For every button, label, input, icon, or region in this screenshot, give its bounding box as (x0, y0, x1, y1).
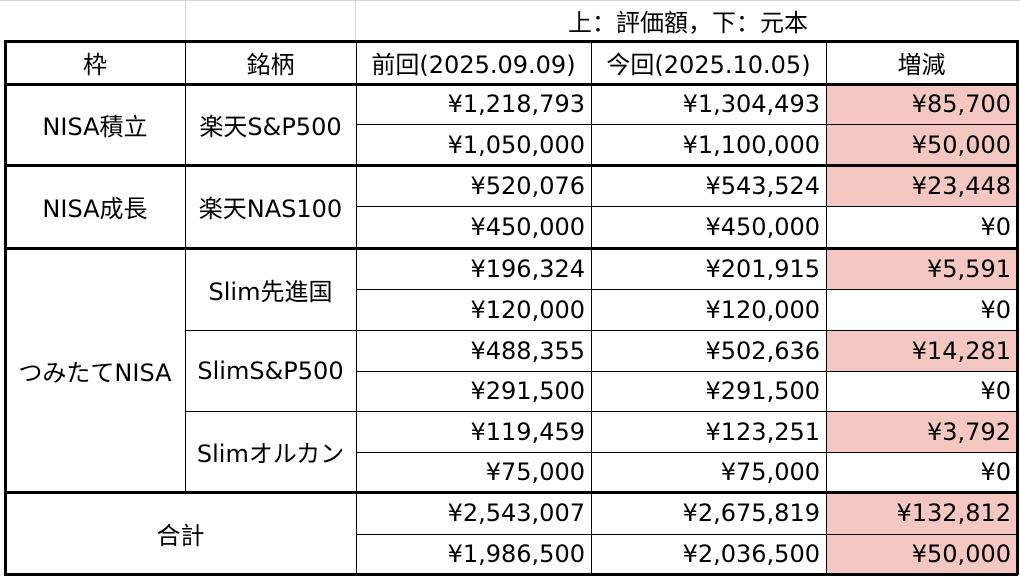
table-border (356, 289, 1017, 290)
value-prev-cell: ¥119,459 (470, 417, 585, 446)
table-border (826, 41, 827, 574)
fund-name: SlimS&P500 (197, 356, 344, 385)
principal-diff-cell: ¥0 (980, 213, 1011, 241)
table-border (185, 41, 186, 492)
value-curr-cell: ¥1,304,493 (682, 90, 820, 118)
total-principal-diff-cell: ¥50,000 (826, 534, 1017, 574)
principal-diff-cell: ¥50,000 (826, 124, 1017, 165)
principal-curr-cell: ¥75,000 (720, 458, 820, 486)
total-value-diff-cell: ¥132,812 (826, 492, 1017, 534)
top-gridline (185, 0, 186, 40)
fund-name: 楽天S&P500 (199, 113, 342, 141)
table-border (4, 40, 1018, 43)
principal-curr-cell: ¥450,000 (705, 213, 820, 241)
fund-name: 楽天NAS100 (198, 195, 343, 223)
table-border (356, 534, 1017, 535)
frame-name: NISA成長 (42, 195, 148, 223)
principal-diff-cell: ¥0 (980, 458, 1011, 486)
principal-curr-cell: ¥291,500 (705, 377, 820, 405)
table-border (356, 41, 357, 574)
fund-name: Slim先進国 (208, 277, 333, 306)
table-border (4, 573, 1018, 576)
header-fund: 銘柄 (246, 51, 295, 79)
value-curr-cell: ¥201,915 (705, 254, 820, 283)
header-curr: 今回(2025.10.05) (606, 51, 811, 79)
total-label: 合計 (156, 521, 205, 550)
top-gridline (0, 0, 1020, 1)
table-note: 上：評価額，下：元本 (568, 8, 808, 37)
table-border (356, 124, 1017, 125)
principal-curr-cell: ¥1,100,000 (682, 130, 820, 159)
frame-name: NISA積立 (42, 113, 148, 141)
value-prev-cell: ¥520,076 (470, 171, 585, 200)
table-border (5, 164, 1017, 167)
value-diff-cell: ¥5,591 (826, 248, 1017, 289)
total-value-curr-cell: ¥2,675,819 (682, 499, 820, 527)
principal-prev-cell: ¥450,000 (470, 213, 585, 241)
top-gridline (355, 0, 356, 40)
principal-diff-cell: ¥0 (980, 295, 1011, 324)
table-border (5, 247, 1017, 250)
value-curr-cell: ¥543,524 (705, 171, 820, 200)
value-prev-cell: ¥1,218,793 (447, 90, 585, 118)
total-value-prev-cell: ¥2,543,007 (447, 499, 585, 527)
table-border (591, 41, 592, 574)
table-border (4, 40, 7, 575)
table-border (356, 206, 1017, 207)
table-border (185, 411, 1017, 412)
value-prev-cell: ¥488,355 (470, 336, 585, 365)
value-diff-cell: ¥3,792 (826, 411, 1017, 452)
value-diff-cell: ¥85,700 (826, 84, 1017, 124)
table-border (1016, 40, 1019, 575)
value-curr-cell: ¥502,636 (705, 336, 820, 365)
principal-curr-cell: ¥120,000 (705, 295, 820, 324)
header-diff: 増減 (897, 51, 946, 79)
frame-name: つみたてNISA (18, 358, 172, 387)
table-border (356, 452, 1017, 453)
header-frame: 枠 (83, 51, 107, 79)
table-border (356, 371, 1017, 372)
table-border (5, 491, 1017, 494)
total-principal-prev-cell: ¥1,986,500 (447, 540, 585, 568)
principal-prev-cell: ¥1,050,000 (447, 130, 585, 159)
principal-prev-cell: ¥291,500 (470, 377, 585, 405)
table-border (5, 83, 1017, 86)
principal-diff-cell: ¥0 (980, 377, 1011, 405)
fund-name: Slimオルカン (196, 440, 345, 468)
value-diff-cell: ¥23,448 (826, 165, 1017, 206)
value-prev-cell: ¥196,324 (470, 254, 585, 283)
principal-prev-cell: ¥75,000 (485, 458, 585, 486)
value-curr-cell: ¥123,251 (705, 417, 820, 446)
total-principal-curr-cell: ¥2,036,500 (682, 540, 820, 568)
header-prev: 前回(2025.09.09) (371, 51, 576, 79)
value-diff-cell: ¥14,281 (826, 330, 1017, 371)
principal-prev-cell: ¥120,000 (470, 295, 585, 324)
table-border (185, 330, 1017, 331)
